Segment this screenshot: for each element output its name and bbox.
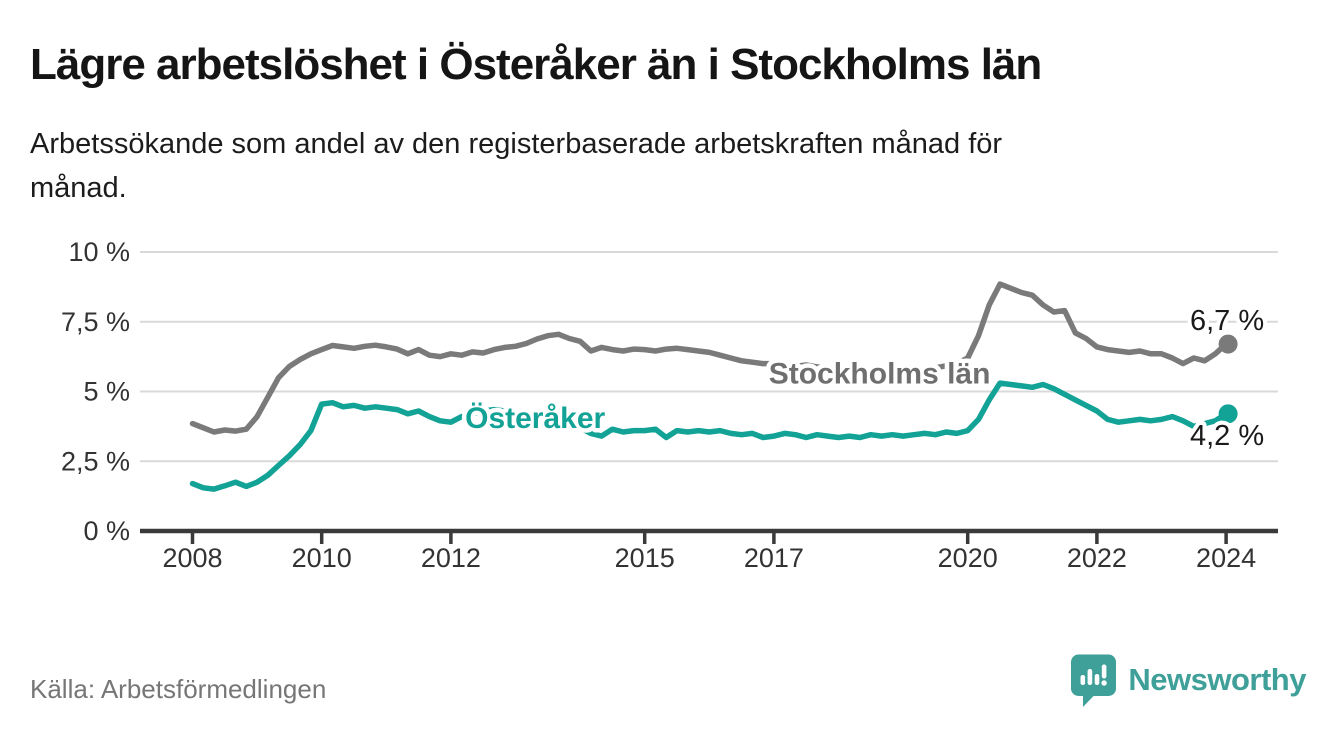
osteraker-end-dot	[1218, 404, 1238, 424]
stockholm-series-line	[189, 281, 1229, 435]
chart-title: Lägre arbetslöshet i Österåker än i Stoc…	[30, 40, 1042, 89]
y-tick-label: 10 %	[68, 237, 130, 267]
stockholm-series-label: Stockholms län	[769, 357, 991, 390]
osteraker-end-value-label: 4,2 %	[1190, 420, 1264, 452]
x-tick-label: 2020	[938, 543, 998, 573]
osteraker-series-line	[189, 380, 1229, 492]
stockholm-end-value-label: 6,7 %	[1190, 305, 1264, 337]
stockholm-end-dot	[1218, 334, 1238, 354]
y-tick-label: 5 %	[83, 377, 130, 407]
y-tick-label: 0 %	[83, 516, 130, 546]
y-tick-label: 7,5 %	[61, 307, 130, 337]
newsworthy-logo: Newsworthy	[1070, 653, 1306, 707]
newsworthy-bubble-chart-icon	[1071, 654, 1117, 707]
x-tick-label: 2008	[162, 543, 222, 573]
x-tick-label: 2022	[1067, 543, 1127, 573]
x-tick-label: 2015	[615, 543, 675, 573]
chart-subtitle: Arbetssökande som andel av den registerb…	[30, 128, 1003, 204]
x-tick-label: 2017	[744, 543, 804, 573]
x-tick-label: 2012	[421, 543, 481, 573]
osteraker-series-label: Österåker	[465, 402, 605, 435]
x-tick-label: 2010	[292, 543, 352, 573]
newsworthy-logo-text: Newsworthy	[1128, 662, 1306, 697]
source-note: Källa: Arbetsförmedlingen	[30, 674, 327, 704]
y-tick-label: 2,5 %	[61, 446, 130, 476]
x-tick-label: 2024	[1196, 543, 1256, 573]
